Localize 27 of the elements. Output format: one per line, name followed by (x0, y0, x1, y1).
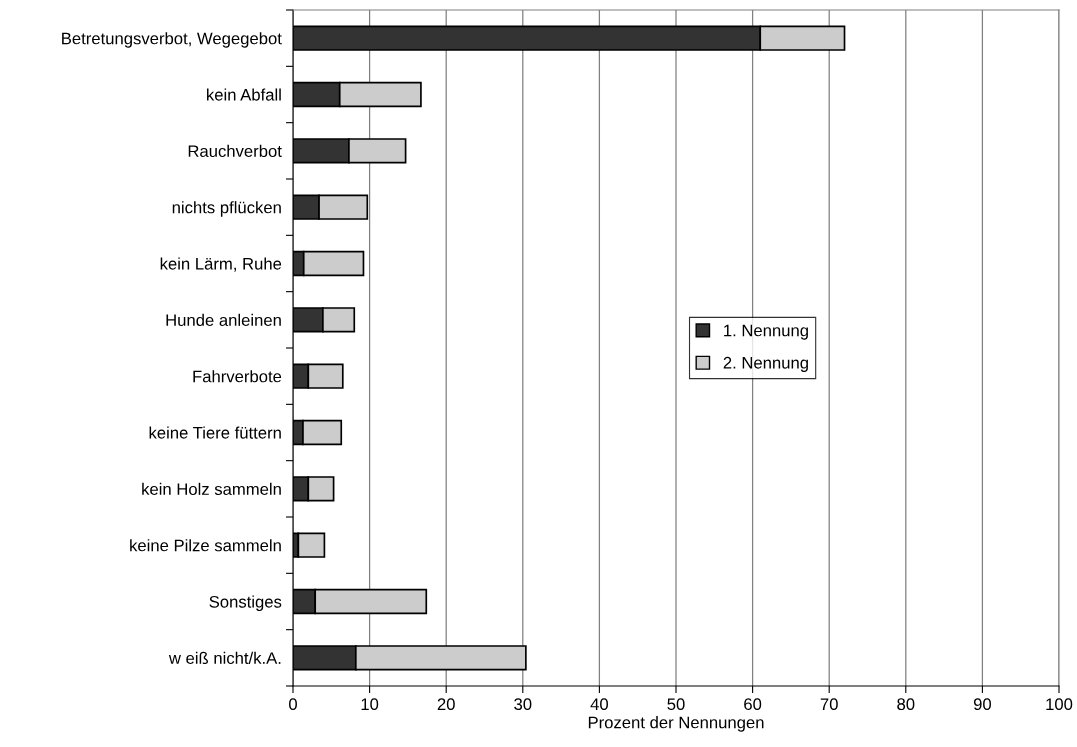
x-tick-label: 80 (897, 698, 915, 711)
y-tick-label: Betretungsverbot, Wegegebot (62, 32, 282, 48)
y-tick-label: kein Holz sammeln (142, 482, 281, 496)
x-tick-label: 90 (973, 698, 992, 711)
y-tick-label: Sonstiges (209, 595, 282, 611)
y-tick-label: keine Tiere füttern (149, 426, 281, 439)
y-tick-label: kein Abfall (207, 88, 281, 101)
y-tick-label: w eiß nicht/k.A. (168, 651, 281, 665)
x-tick-label: 50 (667, 698, 685, 711)
x-tick-label: 20 (437, 698, 455, 711)
y-tick-label: kein Lärm, Ruhe (160, 257, 282, 272)
x-tick-label: 30 (514, 698, 532, 711)
y-tick-label: Hunde anleinen (166, 313, 281, 327)
x-tick-label: 10 (361, 698, 379, 711)
x-tick-label: 100 (1046, 698, 1073, 711)
y-tick-label: Fahrverbote (193, 370, 282, 383)
y-tick-label: keine Pilze sammeln (130, 539, 281, 552)
x-tick-label: 60 (744, 698, 762, 711)
bar (297, 532, 326, 558)
y-tick-label: Rauchverbot (188, 144, 282, 158)
x-tick-label: 40 (590, 698, 609, 711)
y-tick-label: nichts pflücken (172, 201, 281, 217)
x-tick-label: 70 (820, 698, 838, 711)
x-tick-label: 0 (289, 698, 297, 711)
legend-label: 2. Nennung (723, 356, 808, 372)
legend-label: 1. Nennung (724, 324, 808, 340)
x-axis-title: Prozent der Nennungen (588, 716, 764, 732)
